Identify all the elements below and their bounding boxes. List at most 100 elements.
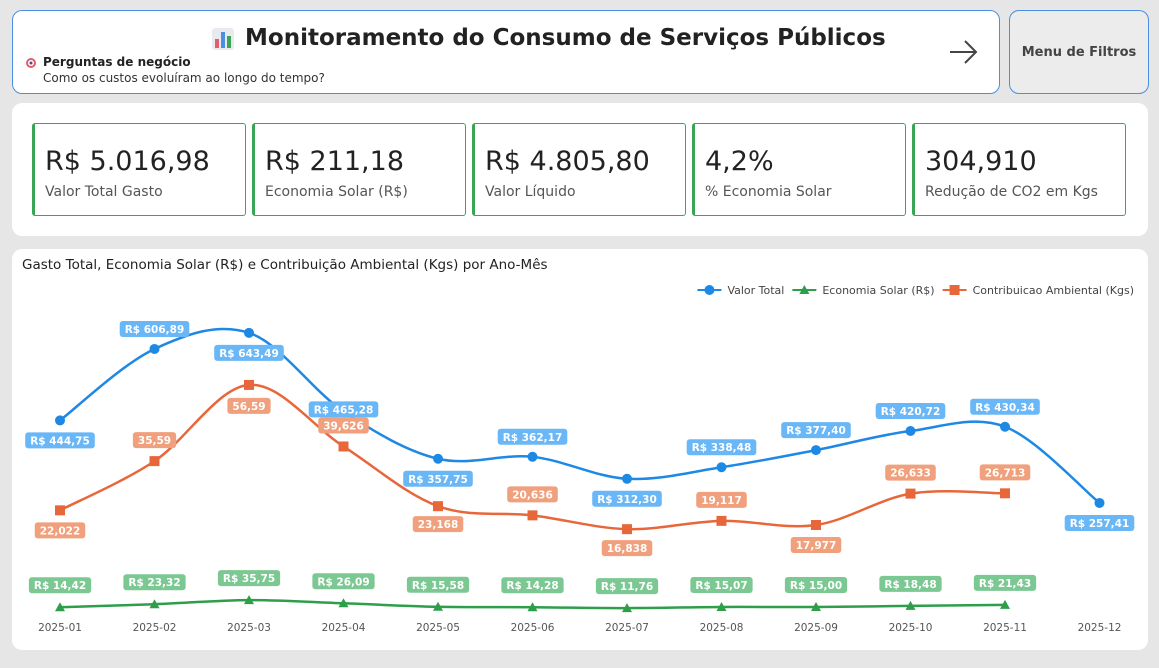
x-tick-label: 2025-07 <box>605 622 649 634</box>
data-label-bg <box>312 573 375 590</box>
data-label-text: R$ 420,72 <box>881 406 941 418</box>
data-label-text: R$ 312,30 <box>597 494 657 506</box>
kpi-card: R$ 5.016,98 Valor Total Gasto <box>32 123 246 216</box>
kpi-label: % Economia Solar <box>705 184 832 200</box>
data-label-bg <box>308 401 379 418</box>
data-point <box>149 343 160 354</box>
data-label-bg <box>973 574 1037 591</box>
data-label: 20,636 <box>507 486 558 503</box>
data-label-bg <box>875 403 946 420</box>
data-point <box>1000 599 1010 609</box>
data-label-text: 16,838 <box>607 543 648 555</box>
filter-menu-button[interactable]: Menu de Filtros <box>1009 10 1149 94</box>
data-point <box>244 379 254 390</box>
data-label: 16,838 <box>601 540 653 557</box>
data-label: R$ 26,09 <box>312 573 375 590</box>
data-label-bg <box>696 491 747 508</box>
arrow-button[interactable] <box>948 38 980 66</box>
data-point <box>244 327 254 338</box>
data-label-text: R$ 362,17 <box>503 432 563 444</box>
kpi-label: Economia Solar (R$) <box>265 184 408 200</box>
data-label: R$ 444,75 <box>25 432 95 449</box>
legend-label: Contribuicao Ambiental (Kgs) <box>973 284 1134 297</box>
legend-marker <box>949 285 960 295</box>
data-label-bg <box>34 522 86 539</box>
data-label-text: R$ 444,75 <box>30 435 90 447</box>
data-point <box>338 441 349 452</box>
data-label: R$ 312,30 <box>592 490 662 507</box>
page-title: Monitoramento do Consumo de Serviços Púb… <box>245 25 886 51</box>
kpi-value: R$ 5.016,98 <box>45 146 210 177</box>
data-label: R$ 377,40 <box>781 422 851 439</box>
data-point <box>527 451 538 462</box>
x-tick-label: 2025-06 <box>511 622 555 634</box>
data-label: R$ 21,43 <box>973 574 1037 591</box>
data-label-bg <box>214 344 284 361</box>
data-label: R$ 420,72 <box>875 403 946 420</box>
data-label: R$ 257,41 <box>1064 514 1135 531</box>
data-label-text: R$ 23,32 <box>128 577 180 589</box>
data-label-text: 35,59 <box>138 435 171 447</box>
header: Monitoramento do Consumo de Serviços Púb… <box>12 10 1000 94</box>
series-line <box>59 327 1101 504</box>
data-label-text: 20,636 <box>512 489 553 501</box>
data-label-text: R$ 11,76 <box>601 581 653 593</box>
data-label-bg <box>601 540 653 557</box>
kpi-panel: R$ 5.016,98 Valor Total Gasto R$ 211,18 Eco… <box>12 103 1148 236</box>
chart-title: Gasto Total, Economia Solar (R$) e Contr… <box>22 257 548 273</box>
data-label-bg <box>403 470 473 487</box>
data-point <box>1094 497 1105 508</box>
legend-label: Economia Solar (R$) <box>822 284 934 297</box>
legend-label: Valor Total <box>727 284 784 297</box>
x-tick-label: 2025-04 <box>322 622 366 634</box>
data-label-text: 23,168 <box>418 519 459 531</box>
data-point <box>433 601 443 611</box>
data-label-text: R$ 15,07 <box>695 580 747 592</box>
data-label-bg <box>412 516 464 533</box>
data-label: 56,59 <box>227 397 271 414</box>
data-label: R$ 362,17 <box>497 428 568 445</box>
data-label: R$ 465,28 <box>308 401 379 418</box>
data-label-text: R$ 257,41 <box>1070 518 1130 530</box>
data-label: 19,117 <box>696 491 747 508</box>
kpi-value: 304,910 <box>925 146 1037 177</box>
data-label-text: 56,59 <box>232 401 265 413</box>
data-point <box>622 524 632 535</box>
data-point <box>433 501 443 512</box>
x-tick-label: 2025-12 <box>1078 622 1122 634</box>
data-label-text: 26,713 <box>985 467 1026 479</box>
data-label-bg <box>781 422 851 439</box>
data-label: R$ 643,49 <box>214 344 284 361</box>
data-label: R$ 11,76 <box>595 578 659 595</box>
data-point <box>527 602 538 612</box>
data-label-bg <box>497 428 568 445</box>
kpi-label: Valor Total Gasto <box>45 184 163 200</box>
data-label-text: R$ 338,48 <box>692 442 752 454</box>
data-label-bg <box>501 577 564 594</box>
data-label-text: R$ 377,40 <box>786 425 846 437</box>
x-tick-label: 2025-05 <box>416 622 460 634</box>
data-point <box>149 599 160 609</box>
data-point <box>716 462 727 473</box>
data-label-text: R$ 14,28 <box>506 580 558 592</box>
data-label-bg <box>885 464 936 481</box>
data-label: R$ 357,75 <box>403 470 473 487</box>
x-tick-label: 2025-11 <box>983 622 1027 634</box>
data-label: R$ 35,75 <box>217 570 281 587</box>
data-label-bg <box>690 576 753 593</box>
data-point <box>1000 421 1010 432</box>
data-label-bg <box>132 432 177 449</box>
data-label: 26,713 <box>979 464 1031 481</box>
data-label-text: R$ 465,28 <box>314 404 374 416</box>
series-line <box>59 383 1006 531</box>
target-icon <box>26 58 36 68</box>
data-label-text: R$ 18,48 <box>884 579 936 591</box>
data-label-text: 17,977 <box>796 540 837 552</box>
data-point <box>244 595 254 605</box>
data-label: R$ 14,28 <box>501 577 564 594</box>
data-label-text: R$ 643,49 <box>219 348 279 360</box>
data-label-text: R$ 35,75 <box>223 573 275 585</box>
data-point <box>905 600 916 610</box>
kpi-value: R$ 4.805,80 <box>485 146 650 177</box>
data-point <box>905 426 916 437</box>
